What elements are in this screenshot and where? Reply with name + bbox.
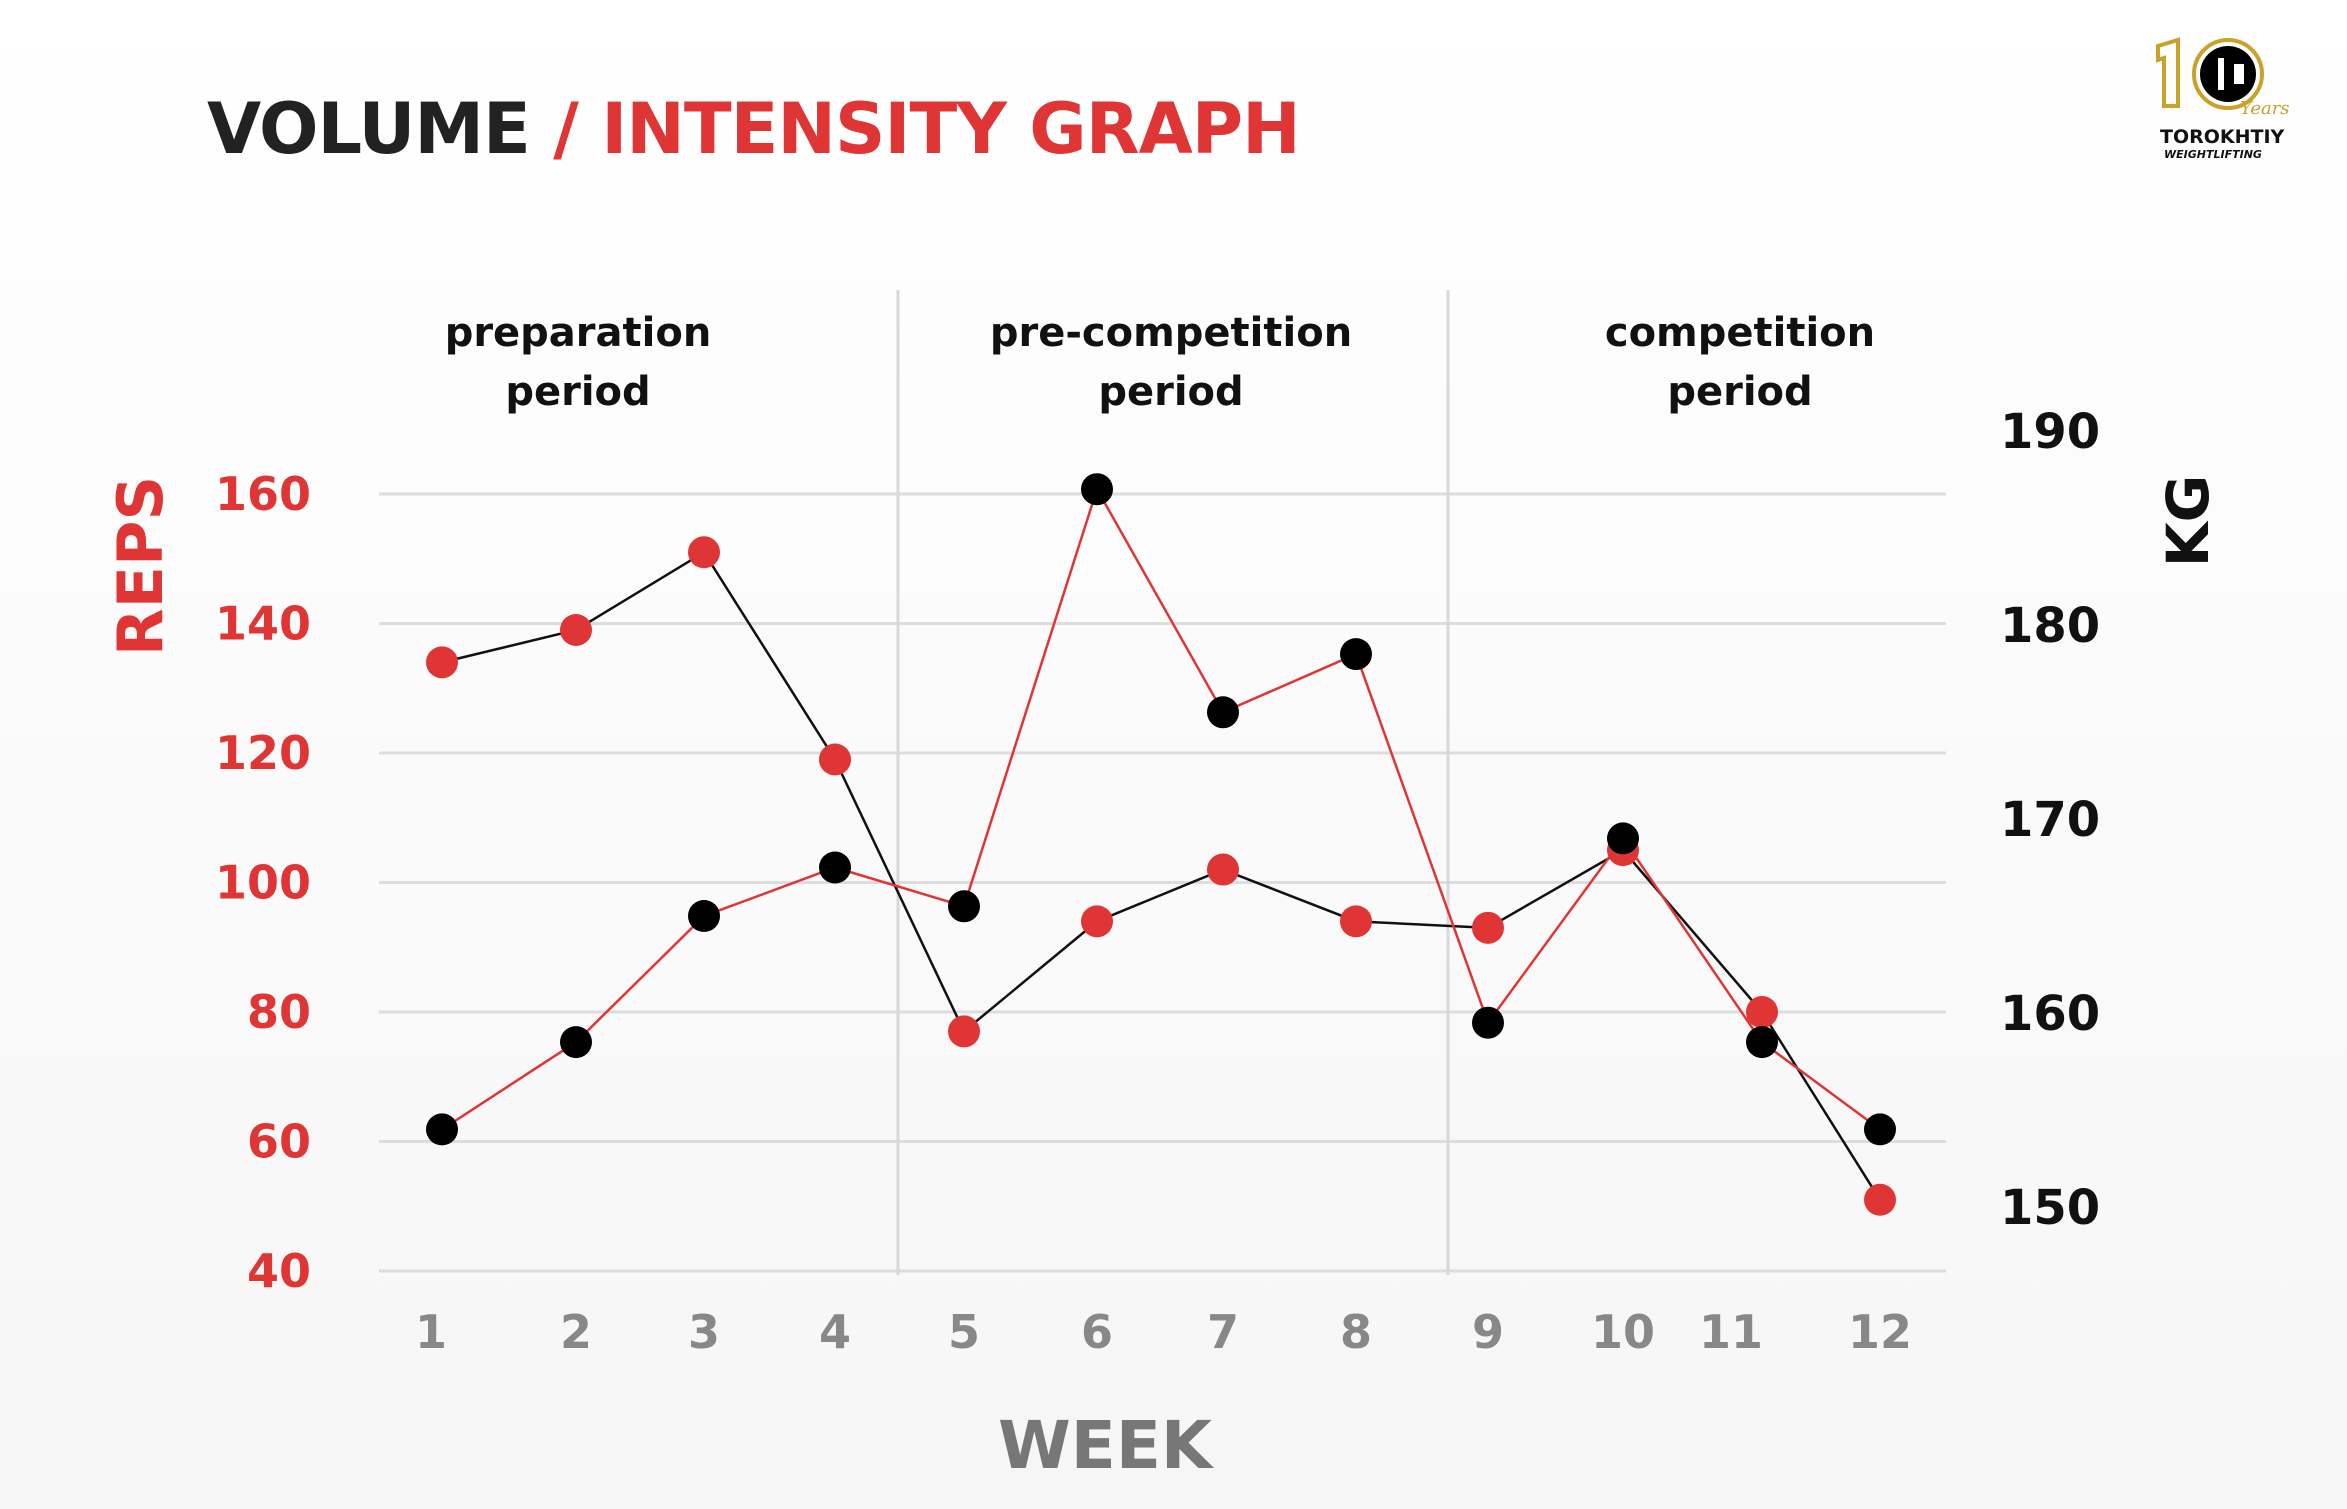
data-point-series-1-week-1 xyxy=(426,646,458,679)
data-point-series-2-week-5 xyxy=(948,890,980,923)
series-line-1 xyxy=(441,550,1882,1201)
data-point-series-1-week-11 xyxy=(1746,996,1778,1028)
period-label: competition xyxy=(1605,310,1875,356)
x-tick-label: 4 xyxy=(819,1305,851,1359)
y2-tick-label: 190 xyxy=(2000,404,2100,460)
y2-tick-label: 160 xyxy=(2000,986,2100,1042)
period-label: preparation xyxy=(445,310,712,356)
data-point-series-2-week-4 xyxy=(819,851,851,884)
data-point-series-1-week-4 xyxy=(819,743,851,776)
data-point-series-2-week-2 xyxy=(560,1026,592,1059)
data-point-series-2-week-10 xyxy=(1607,822,1639,855)
y-tick-label: 60 xyxy=(247,1115,311,1169)
x-tick-label: 2 xyxy=(560,1305,592,1359)
x-tick-label: 11 xyxy=(1699,1305,1763,1359)
series-line-2 xyxy=(441,486,1881,1131)
torokhtiy-logo: Years TOROKHTIY WEIGHTLIFTING xyxy=(2156,37,2290,161)
x-tick-label: 6 xyxy=(1081,1305,1113,1359)
data-point-series-1-week-2 xyxy=(560,613,592,646)
title-separator: / xyxy=(553,88,579,170)
x-axis-title: WEEK xyxy=(998,1407,1215,1484)
svg-text:WEIGHTLIFTING: WEIGHTLIFTING xyxy=(2164,148,2262,161)
y-tick-label: 160 xyxy=(215,467,311,521)
x-tick-label: 5 xyxy=(948,1305,980,1359)
y-axis-title: REPS xyxy=(104,476,177,656)
period-label: pre-competition xyxy=(990,310,1352,356)
period-label: period xyxy=(505,369,650,415)
chart-title: VOLUME / INTENSITY GRAPH xyxy=(207,88,1301,170)
y-tick-label: 80 xyxy=(247,985,311,1039)
data-point-series-2-week-9 xyxy=(1472,1006,1504,1039)
title-intensity: INTENSITY GRAPH xyxy=(601,88,1300,170)
data-point-series-1-week-5 xyxy=(948,1015,980,1048)
y2-tick-label: 170 xyxy=(2000,792,2100,848)
y-tick-label: 100 xyxy=(215,856,311,910)
x-tick-label: 1 xyxy=(415,1305,447,1359)
svg-text:Years: Years xyxy=(2240,98,2290,119)
data-point-series-2-week-1 xyxy=(426,1113,458,1146)
data-point-series-2-week-6 xyxy=(1081,473,1113,506)
data-point-series-1-week-12 xyxy=(1864,1183,1896,1216)
data-point-series-2-week-12 xyxy=(1864,1113,1896,1146)
data-point-series-2-week-11 xyxy=(1746,1026,1778,1059)
x-tick-label: 9 xyxy=(1472,1305,1504,1359)
y-tick-label: 140 xyxy=(215,597,311,651)
x-tick-label: 7 xyxy=(1207,1305,1239,1359)
period-label: period xyxy=(1098,369,1243,415)
data-point-series-1-week-6 xyxy=(1081,905,1113,938)
x-tick-label: 3 xyxy=(688,1305,720,1359)
data-point-series-2-week-8 xyxy=(1340,638,1372,671)
y-tick-label: 40 xyxy=(247,1244,311,1298)
x-tick-label: 8 xyxy=(1340,1305,1372,1359)
data-point-series-2-week-3 xyxy=(688,900,720,932)
data-point-series-1-week-9 xyxy=(1472,911,1504,944)
svg-text:TOROKHTIY: TOROKHTIY xyxy=(2160,126,2285,148)
y2-axis-title: KG xyxy=(2154,475,2222,568)
data-point-series-2-week-7 xyxy=(1207,696,1239,729)
x-tick-label: 12 xyxy=(1848,1305,1912,1359)
y2-tick-label: 180 xyxy=(2000,598,2100,654)
y-tick-label: 120 xyxy=(215,726,311,780)
y2-tick-label: 150 xyxy=(2000,1180,2100,1236)
data-point-series-1-week-7 xyxy=(1207,853,1239,886)
data-point-series-1-week-8 xyxy=(1340,905,1372,938)
title-volume: VOLUME xyxy=(207,88,531,170)
x-tick-label: 10 xyxy=(1591,1305,1655,1359)
period-label: period xyxy=(1667,369,1812,415)
data-point-series-1-week-3 xyxy=(688,536,720,569)
